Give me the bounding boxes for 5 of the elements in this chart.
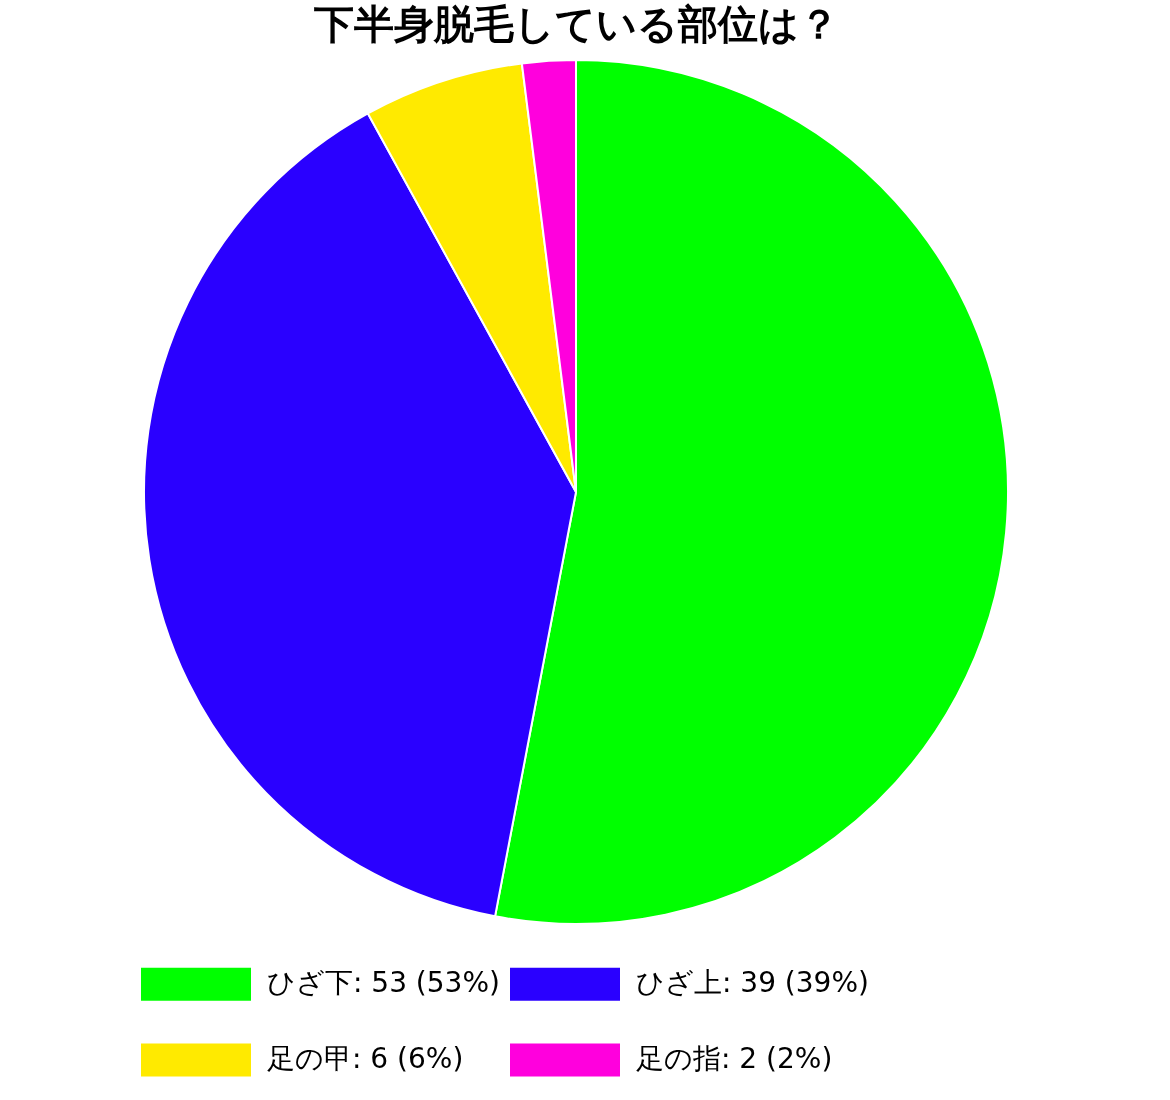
legend-label: ひざ上: 39 (39%) xyxy=(636,966,869,1000)
legend-label: 足の指: 2 (2%) xyxy=(636,1042,833,1075)
legend-label: ひざ下: 53 (53%) xyxy=(267,966,500,1000)
legend-label: 足の甲: 6 (6%) xyxy=(267,1042,464,1075)
chart-title: 下半身脱毛している部位は？ xyxy=(313,1,839,47)
